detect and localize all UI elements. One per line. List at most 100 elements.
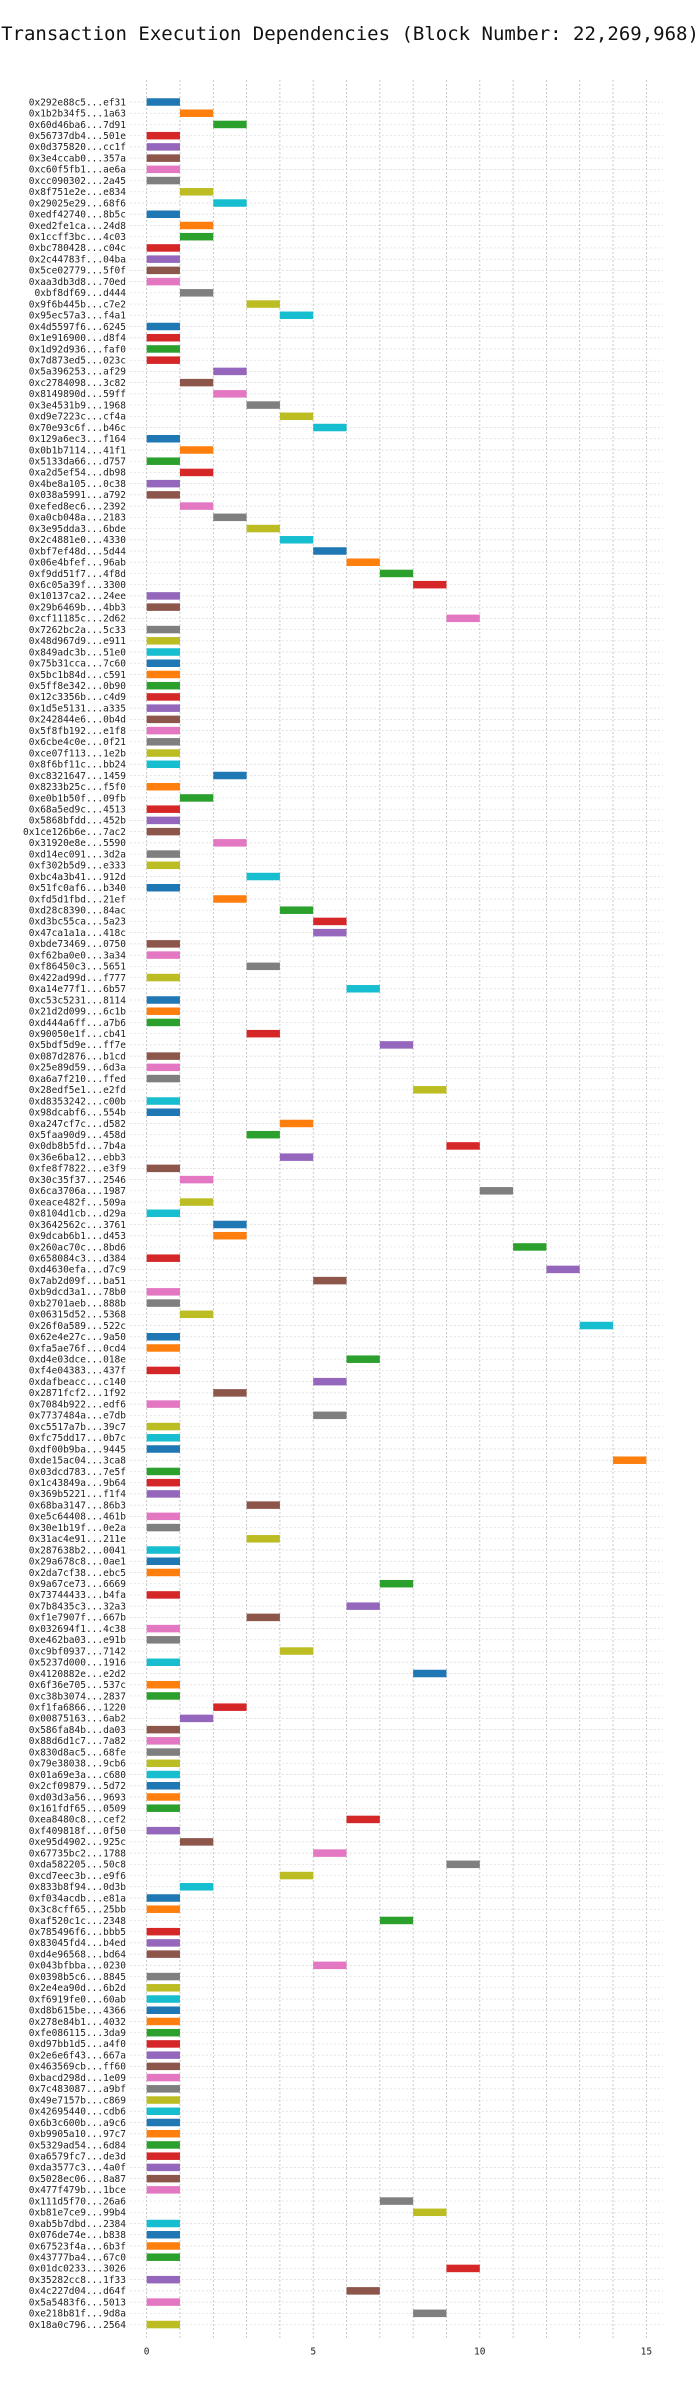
chart-title: Transaction Execution Dependencies (Bloc…	[1, 23, 699, 45]
transaction-bar	[246, 1029, 280, 1038]
transaction-bar	[146, 1018, 180, 1027]
transaction-bar	[346, 985, 380, 993]
y-tick-label: 0xc2784098...3c82	[29, 378, 126, 389]
y-tick-label: 0x73744433...b4fa	[29, 1590, 126, 1601]
transaction-bar	[146, 1209, 180, 1218]
transaction-bar	[313, 1849, 347, 1857]
y-tick-label: 0x8149890d...59ff	[29, 389, 126, 400]
transaction-bar	[146, 850, 180, 858]
y-tick-label: 0xd4e96568...bd64	[29, 1949, 127, 1960]
transaction-bar	[146, 1490, 180, 1498]
transaction-bar	[146, 277, 180, 286]
transaction-bar	[146, 154, 180, 162]
grid-lines	[130, 80, 663, 2339]
transaction-bar	[146, 625, 180, 634]
transaction-bar	[146, 1007, 180, 1015]
transaction-bar	[446, 614, 480, 623]
y-tick-label: 0x68a5ed9c...4513	[29, 804, 126, 815]
transaction-bar	[146, 2275, 180, 2284]
transaction-bar	[146, 2096, 180, 2104]
y-tick-label: 0xe218b81f...9d8a	[29, 2309, 126, 2320]
y-tick-label: 0xe5c64408...461b	[29, 1512, 127, 1523]
y-tick-label: 0x36e6ba12...ebb3	[29, 1152, 126, 1163]
transaction-bar	[279, 1119, 314, 1128]
transaction-bar	[246, 1130, 280, 1139]
transaction-bar	[146, 98, 180, 106]
transaction-bar	[146, 322, 180, 331]
transaction-bar	[413, 1669, 447, 1678]
transaction-bar	[146, 2129, 180, 2138]
y-tick-label: 0xf4e04383...437f	[29, 1366, 126, 1377]
y-tick-label: 0xc9bf0937...7142	[29, 1646, 126, 1657]
y-tick-label: 0xd9e7223c...cf4a	[29, 412, 126, 423]
y-tick-label: 0x30c35f37...2546	[29, 1175, 127, 1186]
transaction-bar	[146, 2141, 180, 2149]
y-tick-label: 0x4120882e...e2d2	[29, 1669, 126, 1680]
transaction-bar	[313, 1961, 347, 1970]
y-tick-label: 0x01a69e3a...c680	[29, 1770, 127, 1781]
y-tick-label: 0x4be8a105...0c38	[29, 479, 127, 490]
y-tick-label: 0xe0b1b50f...09fb	[29, 793, 127, 804]
y-tick-label: 0x48d967d9...e911	[29, 636, 127, 647]
transaction-bar	[213, 1703, 247, 1711]
transaction-bar	[313, 928, 347, 937]
transaction-bar	[146, 1445, 180, 1453]
transaction-bar	[313, 423, 347, 432]
x-tick-label: 0	[144, 2347, 150, 2358]
transaction-bar	[146, 2219, 180, 2228]
transaction-bar	[146, 1557, 180, 1565]
transaction-bar	[146, 1063, 180, 1072]
transaction-bar	[179, 221, 214, 230]
transaction-bar	[146, 1995, 180, 2003]
transaction-bar	[146, 1422, 180, 1431]
transaction-bar	[146, 2253, 180, 2261]
transaction-bar	[279, 1153, 314, 1161]
y-tick-label: 0xbf7ef48d...5d44	[29, 546, 127, 557]
y-tick-label: 0xdf00b9ba...9445	[29, 1444, 126, 1455]
transaction-bar	[146, 1108, 180, 1116]
transaction-bar	[146, 1804, 180, 1812]
transaction-bar	[146, 951, 180, 959]
y-tick-label: 0xc53c5231...8114	[29, 995, 127, 1006]
y-tick-label: 0x3e95dda3...6bde	[29, 524, 127, 535]
y-tick-label: 0x3642562c...3761	[29, 1220, 127, 1231]
y-tick-label: 0x67735bc2...1788	[29, 1848, 127, 1859]
y-tick-label: 0x2da7cf38...ebc5	[29, 1568, 126, 1579]
y-tick-label: 0x29025e29...68f6	[29, 198, 127, 209]
y-tick-label: 0x1ce126b6e...7ac2	[23, 827, 126, 838]
y-tick-label: 0x51fc0af6...b340	[29, 883, 127, 894]
transaction-bar	[313, 1411, 347, 1420]
y-tick-label: 0x5133da66...d757	[29, 457, 126, 468]
y-tick-label: 0x26f0a589...522c	[29, 1321, 126, 1332]
transaction-bar	[146, 491, 180, 499]
transaction-bar	[146, 1512, 180, 1521]
transaction-bar	[413, 580, 447, 589]
y-tick-label: 0x8233b25c...f5f0	[29, 782, 127, 793]
y-tick-label: 0x68ba3147...86b3	[29, 1500, 126, 1511]
y-tick-label: 0x6c05a39f...3300	[29, 580, 127, 591]
transaction-bar	[413, 2309, 447, 2318]
y-tick-label: 0x9a67ce73...6669	[29, 1579, 127, 1590]
transaction-bar	[146, 1568, 180, 1577]
transaction-bar	[246, 872, 280, 881]
transaction-bar	[213, 367, 247, 376]
y-tick-label: 0x5329ad54...6d84	[29, 2140, 127, 2151]
y-tick-label: 0xcf11185c...2d62	[29, 614, 126, 625]
transaction-bar	[346, 1815, 380, 1824]
y-tick-label: 0xd14ec091...3d2a	[29, 849, 126, 860]
transaction-bar	[413, 2208, 447, 2217]
y-tick-label: 0x422ad99d...f777	[29, 973, 126, 984]
x-axis-tick-labels: 0 5 10 15	[144, 2347, 652, 2358]
y-tick-label: 0xfe086115...3da9	[29, 2028, 127, 2039]
y-tick-label: 0x287638b2...0041	[29, 1545, 127, 1556]
y-tick-label: 0xed2fe1ca...24d8	[29, 221, 127, 232]
transaction-bar	[213, 1220, 247, 1229]
transaction-bar	[146, 1097, 180, 1105]
y-tick-label: 0x5f8fb192...e1f8	[29, 726, 127, 737]
transaction-bar	[313, 917, 347, 926]
transaction-bar	[146, 2186, 180, 2194]
y-tick-label: 0x7262bc2a...5c33	[29, 625, 126, 636]
transaction-bar	[146, 603, 180, 611]
y-tick-label: 0x7084b922...edf6	[29, 1399, 127, 1410]
y-tick-label: 0xedf42740...8b5c	[29, 210, 126, 221]
